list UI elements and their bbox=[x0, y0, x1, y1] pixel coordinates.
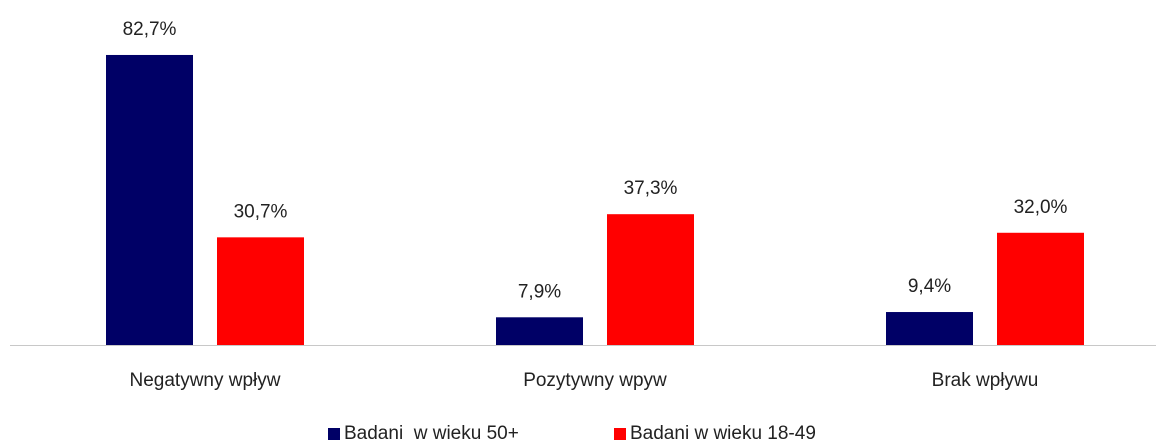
data-label: 7,9% bbox=[518, 281, 561, 302]
data-label: 9,4% bbox=[908, 276, 951, 297]
x-tick-label: Negatywny wpływ bbox=[130, 370, 281, 391]
bar bbox=[496, 317, 583, 345]
bar bbox=[106, 54, 193, 345]
x-tick-label: Brak wpływu bbox=[932, 370, 1039, 391]
data-label: 82,7% bbox=[123, 19, 177, 40]
bar bbox=[217, 237, 304, 345]
bar bbox=[607, 214, 694, 345]
x-tick-label: Pozytywny wpyw bbox=[523, 370, 667, 391]
data-label: 37,3% bbox=[624, 178, 678, 199]
legend-label: Badani w wieku 18-49 bbox=[630, 423, 816, 443]
legend-swatch bbox=[614, 428, 626, 440]
bar bbox=[886, 312, 973, 345]
data-label: 32,0% bbox=[1014, 197, 1068, 218]
legend-swatch bbox=[328, 428, 340, 440]
bar bbox=[997, 232, 1084, 345]
data-label: 30,7% bbox=[234, 201, 288, 222]
legend-label: Badani w wieku 50+ bbox=[344, 423, 519, 443]
